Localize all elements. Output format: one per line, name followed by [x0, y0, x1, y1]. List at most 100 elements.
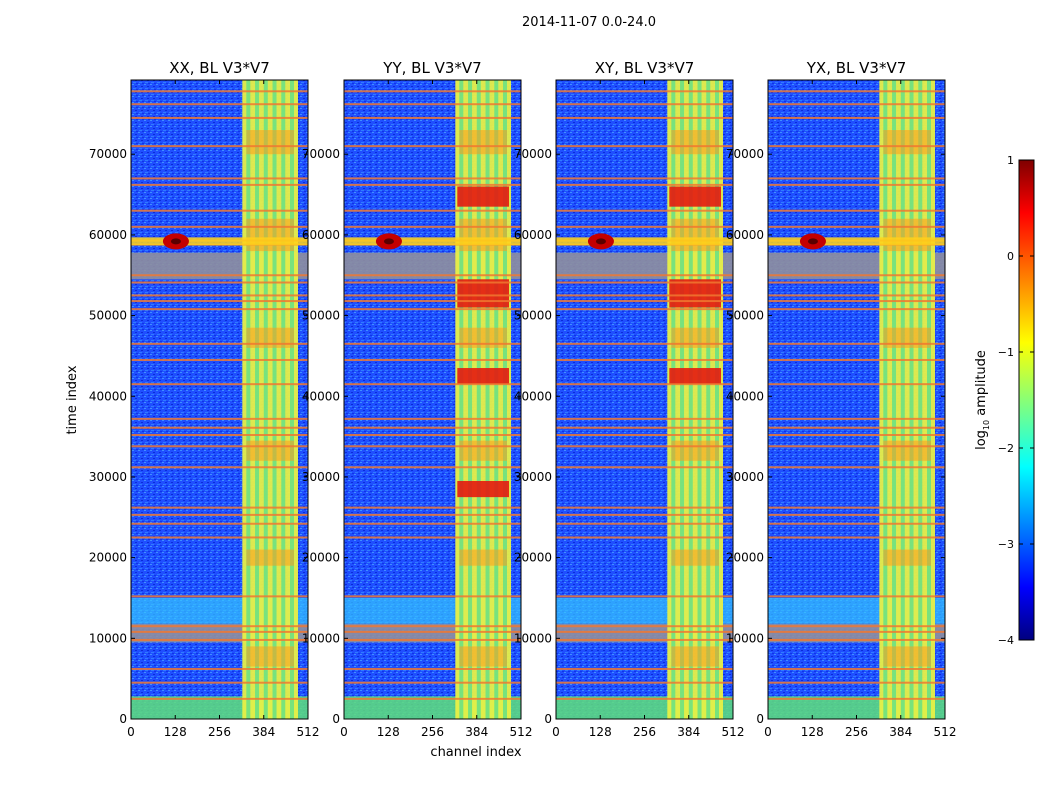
rfi-row-4	[768, 630, 945, 633]
rfi-row-10	[556, 506, 733, 509]
rfi-row-12	[344, 445, 521, 448]
colorbar-tick-label: −2	[998, 442, 1014, 455]
strong-block-2	[457, 480, 509, 498]
channel-stripe-4	[494, 80, 499, 719]
channel-stripe-5	[290, 80, 294, 719]
rfi-row-18	[768, 342, 945, 345]
x-tick-label: 384	[252, 725, 275, 739]
rfi-row-3	[556, 638, 733, 641]
y-tick-label: 20000	[726, 551, 764, 565]
colorbar-tick-label: −3	[998, 538, 1014, 551]
y-tick-label: 10000	[302, 631, 340, 645]
x-tick-label: 256	[633, 725, 656, 739]
hot-blob-1	[883, 218, 931, 252]
event-band	[556, 237, 733, 246]
channel-stripe-0	[246, 80, 251, 719]
rfi-row-27	[131, 209, 308, 212]
rfi-row-32	[344, 103, 521, 106]
rfi-row-29	[344, 177, 521, 180]
hot-blob-0	[883, 130, 931, 155]
rfi-row-20	[131, 300, 308, 303]
rfi-row-27	[768, 209, 945, 212]
rfi-row-15	[344, 417, 521, 420]
rfi-row-4	[131, 630, 308, 633]
channel-stripe-1	[468, 80, 473, 719]
rfi-row-2	[768, 667, 945, 670]
colorbar-tick-label: 1	[1007, 154, 1014, 167]
x-tick-label: 256	[421, 725, 444, 739]
colorbar-tick-label: 0	[1007, 250, 1014, 263]
rfi-row-13	[768, 434, 945, 436]
y-tick-label: 0	[544, 712, 552, 726]
rfi-row-14	[344, 426, 521, 429]
rfi-row-23	[344, 274, 521, 277]
colorbar-label: log10 amplitude	[974, 350, 991, 450]
y-tick-label: 20000	[89, 551, 127, 565]
x-tick-label: 0	[552, 725, 560, 739]
rfi-row-17	[556, 358, 733, 361]
y-tick-label: 50000	[89, 309, 127, 323]
rfi-row-26	[344, 225, 521, 228]
rfi-row-21	[556, 294, 733, 297]
y-tick-label: 40000	[514, 389, 552, 403]
rfi-row-0	[768, 697, 945, 700]
y-tick-label: 60000	[514, 228, 552, 242]
rfi-row-0	[556, 697, 733, 700]
rfi-row-5	[768, 625, 945, 628]
rfi-row-29	[131, 177, 308, 180]
rfi-row-14	[556, 426, 733, 429]
y-tick-label: 20000	[514, 551, 552, 565]
rfi-row-20	[344, 300, 521, 303]
rfi-row-29	[768, 177, 945, 180]
rfi-row-21	[131, 294, 308, 297]
strong-block-3	[457, 279, 509, 308]
rfi-row-31	[344, 116, 521, 119]
hot-blob-0	[671, 130, 719, 155]
y-tick-label: 40000	[726, 389, 764, 403]
event-core	[807, 238, 818, 245]
channel-stripe-3	[485, 80, 490, 719]
y-tick-label: 30000	[514, 470, 552, 484]
x-tick-label: 384	[889, 725, 912, 739]
colorbar-tick-label: −4	[998, 634, 1014, 647]
x-axis-label: channel index	[430, 745, 521, 760]
event-core	[170, 238, 181, 245]
rfi-row-9	[131, 513, 308, 516]
channel-stripe-5	[927, 80, 931, 719]
y-tick-label: 10000	[514, 631, 552, 645]
rfi-row-8	[768, 522, 945, 525]
rfi-row-6	[556, 595, 733, 598]
channel-stripe-2	[476, 80, 481, 719]
x-tick-label: 128	[801, 725, 824, 739]
channel-stripe-2	[900, 80, 905, 719]
rfi-row-7	[131, 536, 308, 539]
rfi-row-9	[556, 513, 733, 516]
rfi-row-30	[344, 145, 521, 148]
rfi-row-32	[556, 103, 733, 106]
rfi-row-3	[131, 638, 308, 641]
x-tick-label: 256	[208, 725, 231, 739]
rfi-row-18	[131, 342, 308, 345]
x-tick-label: 0	[127, 725, 135, 739]
channel-stripe-3	[697, 80, 702, 719]
rfi-row-31	[131, 116, 308, 119]
rfi-row-32	[768, 103, 945, 106]
x-tick-label: 128	[589, 725, 612, 739]
rfi-row-28	[768, 183, 945, 186]
rfi-row-30	[131, 145, 308, 148]
colorbar-gradient	[1018, 159, 1035, 641]
hot-blob-1	[459, 218, 507, 252]
rfi-row-7	[768, 536, 945, 539]
rfi-row-9	[768, 513, 945, 516]
hot-blob-3	[671, 440, 719, 461]
hot-channel-band	[879, 80, 935, 719]
x-tick-label: 512	[934, 725, 957, 739]
panel-title: XY, BL V3*V7	[595, 59, 695, 77]
rfi-row-14	[768, 426, 945, 429]
rfi-row-16	[556, 383, 733, 386]
y-tick-label: 30000	[726, 470, 764, 484]
rfi-row-32	[131, 103, 308, 106]
x-tick-label: 512	[297, 725, 320, 739]
strong-block-2	[669, 279, 721, 308]
rfi-row-11	[768, 466, 945, 469]
